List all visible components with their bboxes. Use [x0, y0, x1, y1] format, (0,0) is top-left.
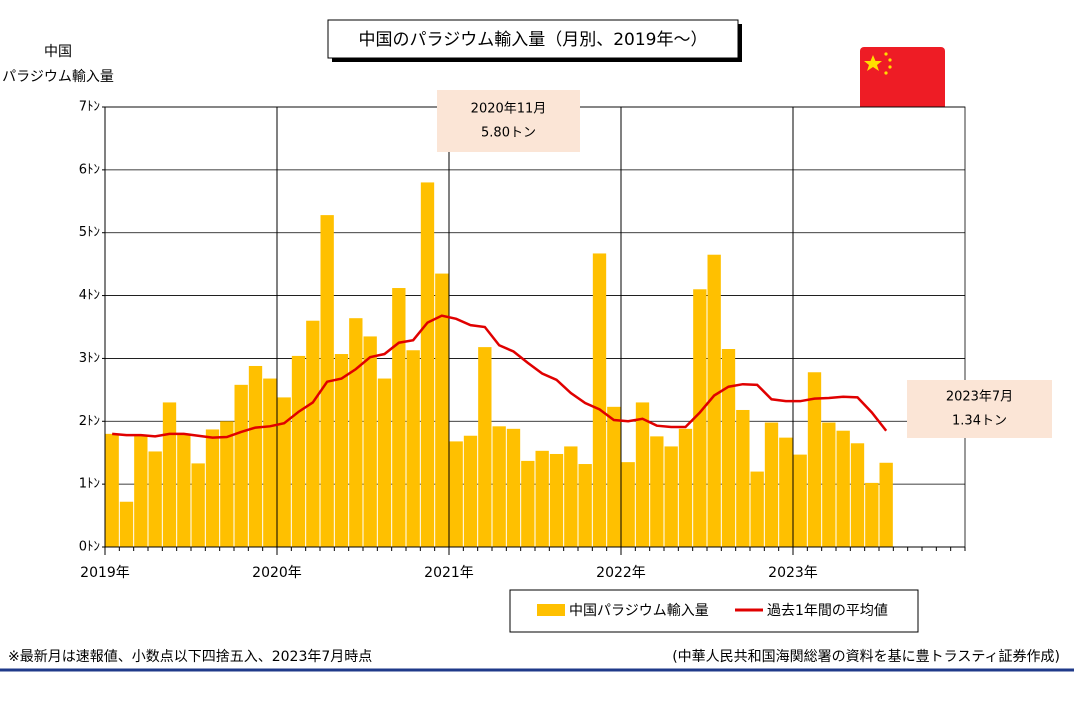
bar [420, 182, 435, 547]
annotation-text: 1.34トン [952, 414, 1007, 429]
annotation-text: 2020年11月 [471, 102, 547, 117]
bar [134, 435, 148, 547]
bar [435, 273, 449, 547]
legend-swatch [537, 604, 565, 616]
line [112, 314, 888, 439]
bar [162, 402, 177, 547]
bar [650, 436, 664, 547]
bar [177, 433, 191, 547]
y-tick-label: 0ﾄﾝ [79, 540, 100, 555]
bar [549, 453, 564, 547]
bar [363, 336, 377, 547]
bar [736, 409, 750, 547]
flag-star [884, 71, 888, 75]
y-tick-label: 7ﾄﾝ [79, 100, 100, 115]
bar [607, 406, 621, 547]
chart-title: 中国のパラジウム輸入量（月別、2019年～） [359, 30, 708, 50]
bar [693, 289, 707, 547]
y-tick-label: 5ﾄﾝ [79, 225, 100, 240]
bar [277, 397, 291, 547]
bar [248, 365, 263, 547]
bar [492, 426, 506, 547]
bar [291, 355, 306, 547]
legend-box [509, 589, 919, 633]
bar [707, 254, 721, 547]
x-tick-label: 2023年 [768, 565, 818, 581]
annotation-box [437, 90, 580, 152]
bar [879, 462, 893, 547]
bar [478, 347, 492, 547]
bar [148, 451, 162, 547]
x-tick-label: 2022年 [596, 565, 646, 581]
bar [678, 428, 693, 547]
source-note: (中華人民共和国海関総署の資料を基に豊トラスティ証券作成) [672, 648, 1060, 665]
footnote: ※最新月は速報値、小数点以下四捨五入、2023年7月時点 [8, 648, 372, 665]
legend-label: 過去1年間の平均値 [767, 603, 888, 619]
y-tick-label: 6ﾄﾝ [79, 162, 100, 177]
bar [449, 441, 463, 547]
bar [191, 463, 205, 547]
bar [793, 454, 807, 547]
bar [779, 437, 793, 547]
bar [306, 320, 320, 547]
bar [750, 471, 764, 547]
y-tick-label: 2ﾄﾝ [79, 414, 100, 429]
annotation-text: 2023年7月 [946, 390, 1013, 405]
annotation-text: 5.80トン [481, 126, 536, 141]
bar [392, 288, 406, 547]
bar [664, 446, 678, 547]
bar [807, 372, 822, 547]
bar [764, 422, 779, 547]
flag-star [864, 55, 882, 71]
y-tick-label: 3ﾄﾝ [79, 351, 100, 366]
bar [592, 253, 607, 547]
bar [506, 428, 521, 547]
x-tick-label: 2021年 [424, 565, 474, 581]
bar [205, 429, 220, 547]
y-axis-label: パラジウム輸入量 [2, 69, 114, 85]
bar [334, 354, 349, 547]
bar [521, 460, 535, 547]
bar [564, 446, 578, 547]
bar [119, 501, 134, 547]
bar [263, 378, 277, 547]
legend-label: 中国パラジウム輸入量 [569, 603, 709, 619]
flag-star [884, 52, 888, 56]
bar [349, 318, 363, 547]
bar [463, 435, 478, 547]
bar [621, 462, 635, 547]
bar [635, 402, 650, 547]
y-tick-label: 4ﾄﾝ [79, 288, 100, 303]
bar [721, 349, 736, 547]
bar [865, 482, 879, 547]
y-axis-label: 中国 [44, 44, 72, 60]
flag-star [888, 58, 892, 62]
y-tick-label: 1ﾄﾝ [79, 477, 100, 492]
bar [578, 464, 592, 547]
flag-field [860, 47, 945, 111]
bar [377, 378, 392, 547]
annotation-box [907, 380, 1052, 438]
flag-star [888, 65, 892, 69]
bar [105, 433, 119, 547]
bar [220, 421, 234, 547]
bar [850, 443, 865, 547]
bar [406, 350, 420, 547]
bar [234, 384, 248, 547]
title-box [327, 19, 739, 59]
bar [535, 450, 549, 547]
x-tick-label: 2019年 [80, 565, 130, 581]
bar [822, 422, 836, 547]
x-tick-label: 2020年 [252, 565, 302, 581]
plot-area [105, 107, 965, 547]
bar [836, 430, 850, 547]
